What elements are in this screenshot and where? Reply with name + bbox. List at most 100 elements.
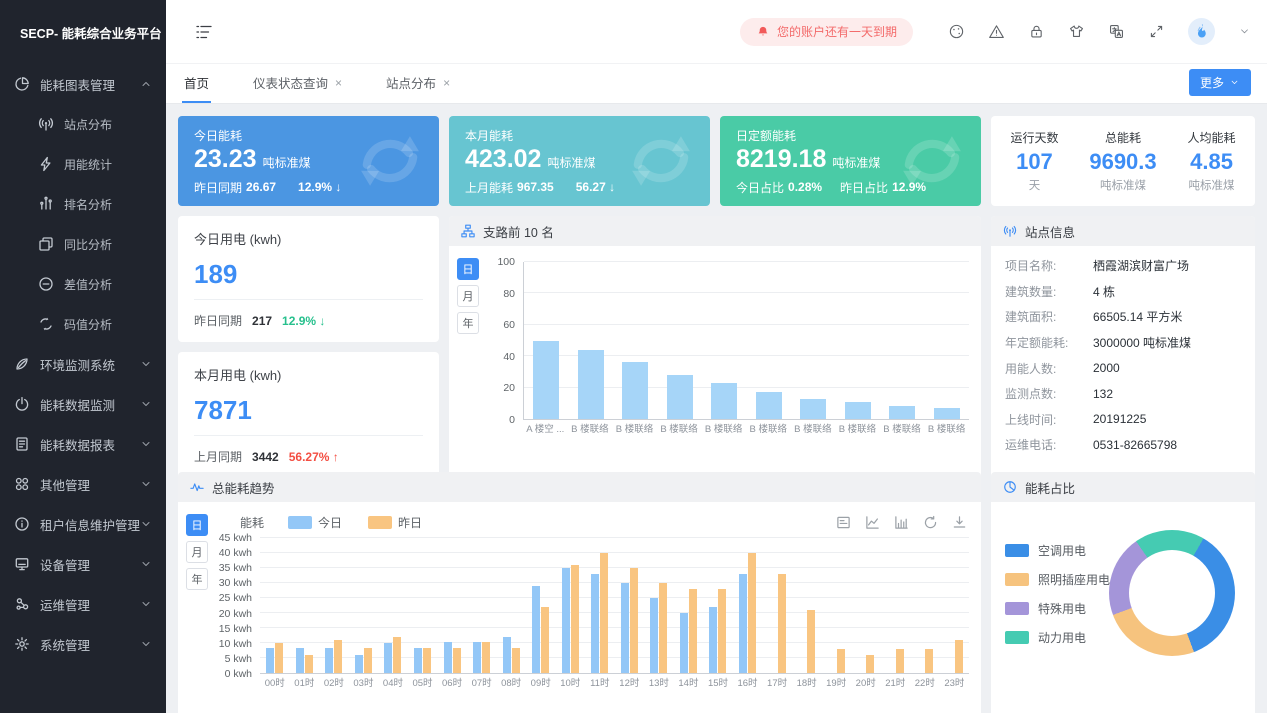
bar-chart-icon[interactable]: [894, 515, 909, 530]
period-toggle[interactable]: 月: [186, 541, 208, 563]
legend-item[interactable]: 动力用电: [1005, 629, 1110, 646]
sidebar-item[interactable]: 能耗数据报表: [0, 424, 166, 464]
sidebar-subitem-label: 码值分析: [64, 317, 113, 332]
x-axis-labels: A 楼空 ... B 楼联络 B 楼联络 B 楼联络 B 楼联络 B 楼联络 B 楼联络 B …: [523, 420, 969, 436]
x-tick-label: 16时: [737, 678, 758, 689]
theme-palette-icon[interactable]: [948, 23, 965, 40]
account-expiry-alert[interactable]: 您的账户还有一天到期: [739, 17, 913, 46]
period-toggle[interactable]: 月: [457, 285, 479, 307]
sidebar-item[interactable]: 租户信息维护管理: [0, 504, 166, 544]
sidebar-subitem[interactable]: 用能统计: [0, 144, 166, 184]
x-tick-label: 12时: [619, 678, 640, 689]
refresh-icon[interactable]: [923, 515, 938, 530]
bar-group: [925, 262, 970, 419]
bar: [777, 574, 786, 673]
tab[interactable]: 仪表状态查询 ×: [251, 62, 344, 103]
card-title: 本月用电 (kwh): [194, 368, 282, 383]
sidebar-subitem[interactable]: 站点分布: [0, 104, 166, 144]
sidebar-subitem[interactable]: 同比分析: [0, 224, 166, 264]
sidebar-subitem[interactable]: 排名分析: [0, 184, 166, 224]
recycle-watermark-icon: [616, 116, 706, 206]
tab-label: 仪表状态查询: [253, 77, 329, 91]
kpi-unit: 吨标准煤: [832, 156, 881, 170]
download-icon[interactable]: [952, 515, 967, 530]
bar-group: [910, 538, 940, 673]
kpi-footer-segment: 昨日占比 12.9%: [840, 179, 926, 196]
bar-group: [880, 538, 910, 673]
sidebar-item[interactable]: 设备管理: [0, 544, 166, 584]
legend-item[interactable]: 照明插座用电: [1005, 571, 1110, 588]
bar: [620, 583, 629, 673]
y-tick-label: 20: [503, 382, 515, 395]
donut-hole: [1129, 550, 1215, 636]
gridline: [524, 292, 969, 294]
gridline: [260, 597, 969, 598]
panel-title: 能耗占比: [1025, 481, 1076, 496]
lock-icon[interactable]: [1028, 23, 1045, 40]
x-tick-label: 01时: [294, 678, 315, 689]
avatar[interactable]: [1188, 18, 1215, 45]
card-value: 7871: [194, 395, 252, 425]
skin-icon[interactable]: [1068, 23, 1085, 40]
sidebar-item[interactable]: 其他管理: [0, 464, 166, 504]
line-chart-icon[interactable]: [865, 515, 880, 530]
compare-icon: [38, 236, 54, 252]
panel-header: 支路前 10 名: [449, 216, 981, 246]
site-info-value: 132: [1093, 386, 1114, 401]
collapse-menu-icon[interactable]: [194, 22, 214, 42]
bar-group: [408, 538, 438, 673]
legend-item[interactable]: 今日: [288, 514, 342, 531]
bar: [570, 565, 579, 673]
bar: [334, 640, 343, 673]
sidebar-item[interactable]: 运维管理: [0, 584, 166, 624]
caret-down-icon: [140, 478, 152, 490]
warning-triangle-icon[interactable]: [988, 23, 1005, 40]
summary-stat: 运行天数 107 天: [1010, 129, 1058, 193]
site-info-row: 年定额能耗: 3000000 吨标准煤: [991, 330, 1255, 356]
more-button[interactable]: 更多: [1188, 69, 1251, 96]
sidebar-item[interactable]: 系统管理: [0, 624, 166, 664]
chevron-down-icon: [1229, 77, 1240, 88]
kpi-footer: 今日占比 0.28% 昨日占比 12.9%: [736, 179, 965, 196]
sidebar-item-label: 其他管理: [40, 478, 91, 493]
data-view-icon[interactable]: [836, 515, 851, 530]
period-toggle[interactable]: 年: [457, 312, 479, 334]
gridline: [260, 552, 969, 553]
fullscreen-icon[interactable]: [1148, 23, 1165, 40]
sidebar-subitem[interactable]: 差值分析: [0, 264, 166, 304]
sidebar-item-label: 环境监测系统: [40, 358, 116, 373]
x-tick-label: 05时: [412, 678, 433, 689]
info-circle-icon: [14, 516, 30, 532]
bar: [423, 647, 431, 673]
translate-icon[interactable]: [1108, 23, 1125, 40]
sidebar-item[interactable]: 能耗图表管理: [0, 64, 166, 104]
chevron-down-icon[interactable]: [1238, 25, 1251, 38]
legend-item[interactable]: 特殊用电: [1005, 600, 1110, 617]
sidebar-item[interactable]: 环境监测系统: [0, 344, 166, 384]
period-toggle[interactable]: 日: [186, 514, 208, 536]
tab[interactable]: 站点分布 ×: [384, 62, 452, 103]
summary-stat: 人均能耗 4.85 吨标准煤: [1188, 129, 1236, 193]
legend-item[interactable]: 昨日: [368, 514, 422, 531]
legend-item[interactable]: 空调用电: [1005, 542, 1110, 559]
period-toggle[interactable]: 年: [186, 568, 208, 590]
sidebar-subitem[interactable]: 码值分析: [0, 304, 166, 344]
bar-group: [524, 262, 569, 419]
tab-bar: 首页 仪表状态查询 × 站点分布 × 更多: [166, 64, 1267, 104]
y-tick-label: 100: [497, 256, 515, 268]
panel-header: 站点信息: [991, 216, 1255, 246]
period-toggle[interactable]: 日: [457, 258, 479, 280]
tab-close-icon[interactable]: ×: [335, 75, 343, 90]
site-info-rows: 项目名称: 栖霞湖滨财富广场 建筑数量: 4 栋建筑面积: 66505.14 平方米 年定…: [991, 246, 1255, 478]
y-tick-label: 60: [503, 319, 515, 332]
tab[interactable]: 首页: [182, 62, 212, 103]
y-tick-label: 40: [503, 350, 515, 363]
site-info-label: 年定额能耗:: [1005, 336, 1069, 351]
tab-close-icon[interactable]: ×: [443, 75, 451, 90]
trend-chart-body: 日月年 能耗 今日 昨日 0 kwh 5 kwh 10 kwh 15 kwh 20 kwh…: [178, 502, 981, 713]
site-info-label: 建筑面积:: [1005, 310, 1057, 325]
sidebar-item[interactable]: 能耗数据监测: [0, 384, 166, 424]
summary-card: 运行天数 107 天 总能耗 9690.3 吨标准煤 人均能耗 4.85 吨标准煤: [991, 116, 1255, 206]
x-tick-label: 11时: [590, 678, 610, 689]
site-info-label: 建筑数量:: [1005, 284, 1057, 299]
